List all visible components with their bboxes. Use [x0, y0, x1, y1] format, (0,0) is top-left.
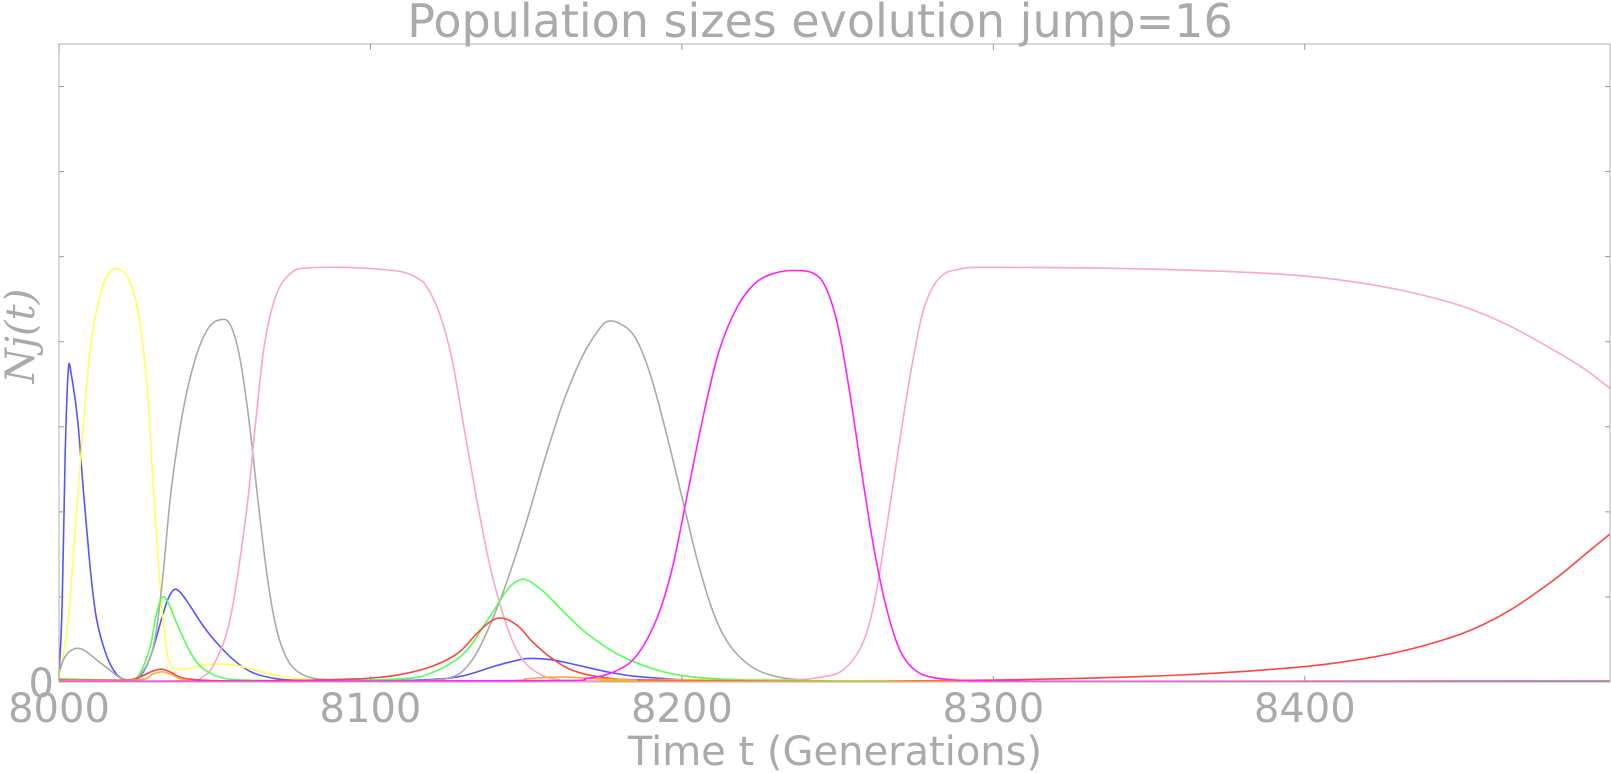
plot-frame	[58, 43, 1611, 683]
x-tick-label-8400: 8400	[1254, 686, 1356, 732]
y-axis-label: Nj(t)	[0, 289, 44, 385]
x-tick-label-8000: 8000	[8, 686, 110, 732]
series-line-magenta	[58, 269, 1611, 683]
chart-title: Population sizes evolution jump=16	[407, 0, 1232, 48]
tick-layer	[58, 44, 1610, 682]
series-line-gray	[58, 318, 1611, 683]
series-line-yellow	[58, 267, 1611, 683]
x-tick-label-8200: 8200	[631, 686, 733, 732]
series-line-red	[58, 533, 1611, 683]
series-layer	[58, 266, 1611, 683]
x-tick-label-8300: 8300	[942, 686, 1044, 732]
series-line-green	[58, 578, 1611, 683]
y-tick-label-0: 0	[29, 661, 54, 707]
series-line-orange	[58, 671, 1611, 683]
x-axis-label: Time t (Generations)	[627, 729, 1042, 773]
series-line-blue	[58, 362, 1610, 683]
series-line-pink	[58, 266, 1611, 683]
x-tick-label-8100: 8100	[320, 686, 422, 732]
